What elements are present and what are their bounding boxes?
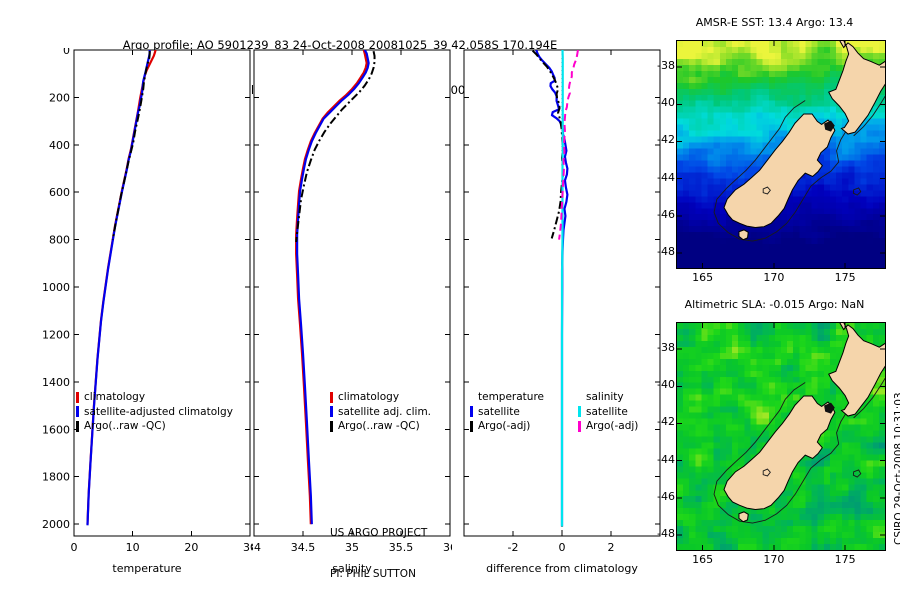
legend-label: satellite [478,405,520,418]
legend-item: Argo(..raw -QC) [330,419,431,434]
map-y-tick-label: -44 [657,452,675,466]
map-y-tick-label: -40 [657,96,675,110]
legend-swatch-satellite [330,406,333,418]
project-credit: US ARGO PROJECT PI: PHIL SUTTON [330,500,427,608]
svg-text:0: 0 [63,48,70,57]
svg-text:30: 30 [243,541,252,554]
salinity-axis-label: salinity [332,562,372,575]
map-y-tick-label: -44 [657,170,675,184]
legend-item: satellite-adjusted climatolgy [76,405,233,420]
legend-label: Argo(..raw -QC) [84,420,166,432]
legend-swatch-argo [330,420,333,432]
svg-text:35: 35 [345,541,359,554]
svg-text:2: 2 [608,541,615,554]
legend-label: satellite-adjusted climatolgy [84,405,233,418]
argo-profile-figure: Argo profile: AO 5901239_83 24-Oct-2008 … [42,16,900,580]
svg-text:1600: 1600 [42,423,70,436]
difference-legend-temperature: temperature satellite Argo(-adj) [470,390,544,434]
legend-item: climatology [76,390,233,405]
map-y-tick-label: -48 [657,245,675,259]
salinity-profile-plot: 34 34.5 35 35.5 36 [252,49,452,554]
svg-text:1200: 1200 [42,328,70,341]
map-y-tick-label: -40 [657,378,675,392]
difference-axis-label: difference from climatology [486,562,638,575]
legend-item: Argo(-adj) [470,419,544,434]
temperature-legend: climatology satellite-adjusted climatolg… [76,390,233,434]
altimetric-sla-map-title: Altimetric SLA: -0.015 Argo: NaN [684,298,865,311]
legend-item: climatology [330,390,431,405]
map-y-tick-label: -38 [657,59,675,73]
svg-text:20: 20 [184,541,198,554]
amsre-sst-map-title: AMSR-E SST: 13.4 Argo: 13.4 [695,16,854,29]
svg-text:10: 10 [126,541,140,554]
legend-item: satellite [578,405,638,420]
legend-item: satellite [470,405,544,420]
amsre-sst-map-canvas[interactable]: -38 -40 -42 -44 -46 -48 165 170 175 [657,40,886,284]
svg-text:400: 400 [49,139,70,152]
svg-text:800: 800 [49,234,70,247]
legend-label: climatology [84,391,146,403]
legend-label: satellite adj. clim. [338,405,432,418]
map-y-tick-label: -46 [657,489,675,503]
legend-swatch-satellite [76,406,79,418]
legend-group-heading: temperature [478,391,544,403]
legend-label: Argo(-adj) [478,420,531,432]
svg-text:34: 34 [252,541,261,554]
legend-swatch-temperature-satellite [470,406,473,418]
svg-text:200: 200 [49,91,70,104]
legend-swatch-climatology [76,391,79,403]
map-x-tick-label: 170 [763,271,785,284]
map-x-tick-label: 170 [763,553,785,566]
map-x-tick-label: 165 [692,553,714,566]
map-y-tick-label: -38 [657,341,675,355]
svg-text:36: 36 [443,541,452,554]
svg-text:35.5: 35.5 [389,541,414,554]
svg-text:0: 0 [71,541,78,554]
legend-swatch-salinity-satellite [578,406,581,418]
svg-text:34.5: 34.5 [291,541,316,554]
svg-text:0: 0 [559,541,566,554]
figure-title-line-1: Argo profile: AO 5901239_83 24-Oct-2008 … [122,38,558,52]
difference-profile-plot: -2 0 2 [463,49,661,554]
temperature-axis-label: temperature [112,562,182,575]
credit-line-2: PI: PHIL SUTTON [330,567,416,580]
legend-item: Argo(-adj) [578,419,638,434]
svg-text:1400: 1400 [42,376,70,389]
legend-group-heading: salinity [586,391,624,403]
map-y-tick-label: -46 [657,207,675,221]
svg-text:-2: -2 [508,541,519,554]
map-y-tick-label: -42 [657,415,675,429]
legend-label: Argo(..raw -QC) [338,420,420,432]
legend-swatch-salinity-argo [578,420,581,432]
svg-text:1000: 1000 [42,281,70,294]
altimetric-sla-map-panel: Altimetric SLA: -0.015 Argo: NaN -38 -40-… [657,298,900,573]
legend-swatch-temperature-argo [470,420,473,432]
legend-swatch-argo [76,420,79,432]
salinity-legend: climatology satellite adj. clim. Argo(..… [330,390,431,434]
legend-swatch-climatology [330,391,333,403]
legend-label: Argo(-adj) [586,420,639,432]
map-x-tick-label: 175 [834,553,856,566]
credit-line-1: US ARGO PROJECT [330,527,428,539]
map-x-tick-label: 175 [834,271,856,284]
map-y-tick-label: -48 [657,527,675,541]
legend-item: Argo(..raw -QC) [76,419,233,434]
csiro-timestamp: CSIRO 29-Oct-2008 10:31:03 [893,392,900,545]
svg-text:2000: 2000 [42,518,70,531]
difference-legend-salinity: salinity satellite Argo(-adj) [578,390,638,434]
amsre-sst-map-panel: AMSR-E SST: 13.4 Argo: 13.4 -38 -40 -42 -44… [657,16,900,291]
svg-text:1800: 1800 [42,471,70,484]
legend-label: satellite [586,405,628,418]
legend-label: climatology [338,391,400,403]
map-y-tick-label: -42 [657,133,675,147]
map-x-tick-label: 165 [692,271,714,284]
svg-text:600: 600 [49,186,70,199]
altimetric-sla-map-canvas[interactable]: -38 -40 -42 -44 -46 -48 165 170 175 [657,322,886,566]
legend-item: satellite adj. clim. [330,405,431,420]
